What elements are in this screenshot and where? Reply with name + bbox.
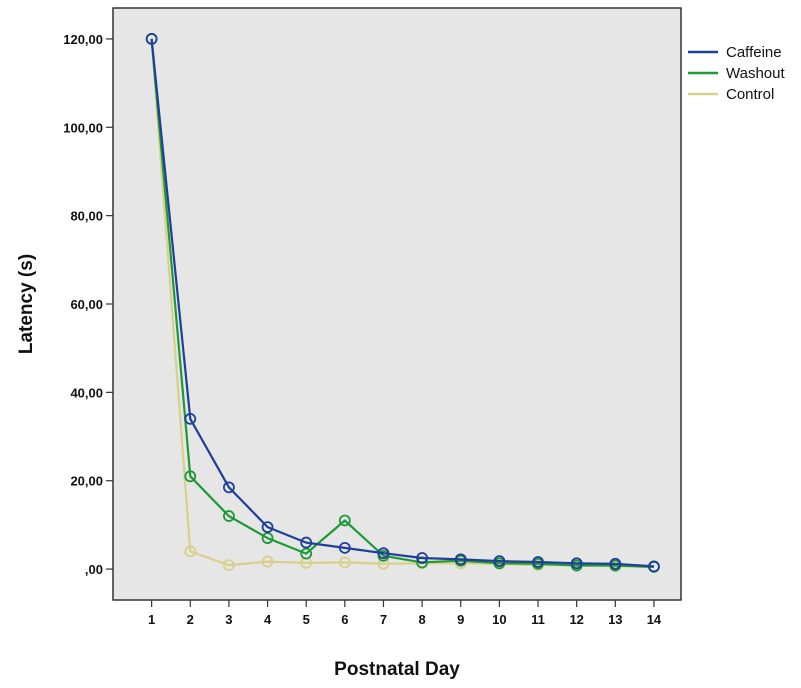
data-point-caffeine xyxy=(609,557,622,570)
x-tick-label: 8 xyxy=(418,612,425,627)
series-layer xyxy=(145,33,660,573)
data-point-control xyxy=(223,559,235,571)
data-point-caffeine xyxy=(493,555,506,568)
x-tick-label: 1 xyxy=(148,612,155,627)
legend: Caffeine Washout Control xyxy=(688,44,785,103)
legend-label-caffeine: Caffeine xyxy=(726,44,782,61)
y-tick-label: 40,00 xyxy=(70,385,103,400)
x-tick-label: 2 xyxy=(187,612,194,627)
data-point-control xyxy=(184,545,197,558)
x-tick-label: 9 xyxy=(457,612,464,627)
x-tick-label: 7 xyxy=(380,612,387,627)
data-point-control xyxy=(338,556,351,569)
data-point-caffeine xyxy=(338,541,351,554)
x-tick-label: 4 xyxy=(264,612,272,627)
series-caffeine xyxy=(145,33,660,573)
data-point-caffeine xyxy=(184,412,197,425)
data-point-control xyxy=(261,555,274,568)
data-point-washout xyxy=(338,514,351,527)
x-tick-label: 11 xyxy=(531,612,545,627)
x-axis: 1 2 3 4 5 6 7 8 9 10 11 12 13 14 xyxy=(148,600,662,627)
y-tick-label: ,00 xyxy=(85,562,103,577)
data-point-washout xyxy=(223,510,235,522)
x-tick-label: 3 xyxy=(225,612,232,627)
data-point-caffeine xyxy=(145,33,158,45)
y-tick-label: 120,00 xyxy=(63,32,103,47)
legend-label-washout: Washout xyxy=(726,65,785,82)
y-tick-label: 80,00 xyxy=(70,209,103,224)
data-point-caffeine xyxy=(223,481,235,494)
data-point-caffeine xyxy=(261,521,274,534)
y-axis-title: Latency (s) xyxy=(16,254,37,354)
data-point-washout xyxy=(261,532,274,545)
data-point-washout xyxy=(300,547,313,560)
x-tick-label: 6 xyxy=(341,612,348,627)
x-tick-label: 12 xyxy=(569,612,583,627)
x-tick-label: 14 xyxy=(647,612,662,627)
data-point-caffeine xyxy=(454,553,467,566)
data-point-washout xyxy=(184,470,197,483)
x-axis-title: Postnatal Day xyxy=(334,659,460,680)
y-tick-label: 20,00 xyxy=(70,474,103,489)
x-tick-label: 10 xyxy=(492,612,506,627)
data-point-caffeine xyxy=(416,552,429,564)
legend-label-control: Control xyxy=(726,86,774,103)
y-tick-label: 100,00 xyxy=(63,120,103,135)
y-axis: ,00 20,00 40,00 60,00 80,00 100,00 120,00 xyxy=(63,32,113,577)
x-tick-label: 13 xyxy=(608,612,622,627)
series-line-washout xyxy=(150,38,655,568)
plot-area xyxy=(112,7,682,601)
data-point-caffeine xyxy=(648,560,660,573)
y-tick-label: 60,00 xyxy=(70,297,103,312)
series-line-caffeine xyxy=(150,38,655,568)
data-point-caffeine xyxy=(377,547,390,560)
x-tick-label: 5 xyxy=(303,612,310,627)
data-point-caffeine xyxy=(532,556,544,568)
data-point-caffeine xyxy=(300,536,313,549)
data-point-caffeine xyxy=(570,557,583,570)
